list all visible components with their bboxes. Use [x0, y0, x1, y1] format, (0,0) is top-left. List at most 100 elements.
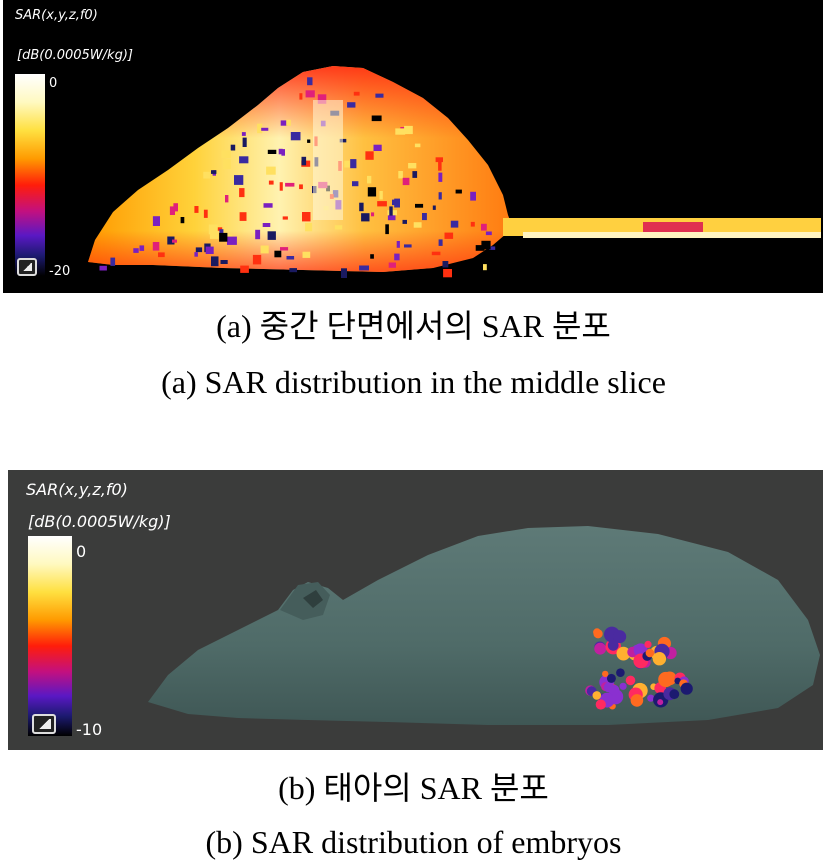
sar-speckle — [239, 188, 245, 198]
sar-speckle — [334, 225, 343, 230]
sar-speckle — [481, 240, 491, 250]
embryo-sar-spot — [645, 648, 655, 658]
sar-speckle — [475, 245, 485, 251]
sar-speckle — [241, 132, 246, 136]
embryo-sar-spot — [602, 670, 609, 678]
sar-speckle — [352, 181, 359, 187]
sar-speckle — [387, 211, 396, 221]
sar-speckle — [389, 206, 393, 216]
sar-speckle — [438, 160, 442, 171]
sar-speckle — [442, 261, 449, 268]
sar-speckle — [412, 171, 418, 178]
sar-speckle — [302, 251, 311, 258]
sar-speckle — [234, 175, 244, 185]
sar-speckle — [152, 216, 160, 226]
sar-speckle — [282, 216, 288, 220]
sar-speckle — [262, 223, 271, 227]
sar-speckle — [485, 231, 492, 236]
sar-speckle — [281, 149, 285, 156]
sar-speckle — [286, 119, 291, 126]
sar-speckle — [203, 209, 208, 218]
embryo-sar-spot — [616, 646, 631, 661]
sar-speckle — [450, 220, 459, 228]
sar-speckle — [299, 184, 303, 190]
sar-speckle — [341, 268, 347, 278]
sar-speckle — [223, 159, 231, 169]
sar-speckle — [239, 212, 247, 221]
sar-speckle — [133, 248, 139, 253]
sar-speckle — [301, 156, 307, 166]
embryo-sar-spot — [619, 682, 627, 690]
sar-speckle — [404, 125, 413, 135]
sar-speckle — [422, 213, 427, 221]
embryo-sar-spot — [593, 628, 601, 637]
figure-panel-b: SAR(x,y,z,f0) [dB(0.0005W/kg)] 0 -10 — [8, 470, 823, 750]
sar-speckle — [267, 231, 276, 240]
sar-speckle — [367, 187, 377, 197]
figure-panel-a: SAR(x,y,z,f0) [dB(0.0005W/kg)] 0 -20 — [3, 0, 823, 293]
sar-speckle — [169, 206, 175, 215]
sar-speckle — [455, 189, 462, 194]
embryo-sar-spot — [652, 652, 667, 666]
sar-speckle — [278, 148, 283, 155]
sar-speckle — [489, 246, 496, 250]
colorbar-unit: [dB(0.0005W/kg)] — [17, 48, 133, 63]
sar-speckle — [350, 159, 357, 169]
embryo-sar-spot — [592, 691, 602, 700]
sar-speckle — [214, 227, 223, 231]
sar-speckle — [280, 247, 289, 251]
sar-speckle — [370, 254, 374, 259]
sar-speckle — [385, 224, 389, 235]
sar-speckle — [252, 254, 262, 265]
colorbar-toggle-icon[interactable] — [32, 714, 56, 734]
sar-speckle — [257, 123, 263, 134]
sar-speckle — [173, 203, 178, 212]
sar-speckle — [266, 166, 276, 175]
caption-b-korean: (b) 태아의 SAR 분포 — [278, 770, 549, 806]
sar-speckle — [470, 221, 475, 227]
sar-speckle — [347, 102, 356, 108]
colorbar-unit: [dB(0.0005W/kg)] — [28, 512, 171, 531]
embryo-sar-spot — [674, 677, 681, 685]
sar-speckle — [286, 256, 295, 260]
sar-speckle — [371, 212, 375, 217]
sar-speckle — [194, 252, 198, 257]
sar-speckle — [365, 151, 374, 160]
sar-speckle — [367, 175, 372, 184]
sar-speckle — [317, 94, 327, 104]
sar-speckle — [280, 120, 288, 126]
sar-speckle — [470, 191, 476, 201]
sar-speckle — [194, 206, 199, 213]
sar-speckle — [172, 239, 177, 243]
caption-a-english: (a) SAR distribution in the middle slice — [161, 364, 666, 400]
colorbar-toggle-icon[interactable] — [17, 258, 37, 276]
colorbar-title: SAR(x,y,z,f0) — [26, 480, 128, 499]
sar-speckle — [242, 137, 247, 147]
sar-speckle — [379, 191, 383, 200]
sar-speckle — [227, 236, 237, 245]
embryo-sar-spot — [630, 694, 644, 707]
sar-speckle — [394, 253, 400, 261]
sar-speckle — [344, 160, 350, 168]
sar-speckle — [110, 257, 116, 266]
caption-a-korean: (a) 중간 단면에서의 SAR 분포 — [216, 308, 611, 344]
sar-speckle — [205, 246, 214, 254]
colorbar-max-label: 0 — [76, 542, 87, 561]
sar-speckle — [438, 172, 443, 182]
sar-speckle — [402, 219, 407, 224]
sar-speckle — [398, 171, 403, 179]
sar-speckle — [302, 212, 311, 222]
sar-speckle — [413, 222, 422, 228]
sar-speckle — [274, 250, 282, 258]
sar-speckle — [99, 265, 107, 271]
sar-speckle — [208, 224, 218, 235]
sar-speckle — [415, 203, 424, 208]
sar-speckle — [152, 242, 160, 251]
sar-speckle — [465, 266, 472, 270]
sar-speckle — [408, 163, 417, 169]
sar-speckle — [268, 180, 274, 185]
sar-speckle — [388, 262, 396, 268]
embryo-sar-spot — [644, 640, 652, 648]
sar-speckle — [203, 171, 210, 179]
colorbar-min-label: -20 — [49, 264, 71, 279]
